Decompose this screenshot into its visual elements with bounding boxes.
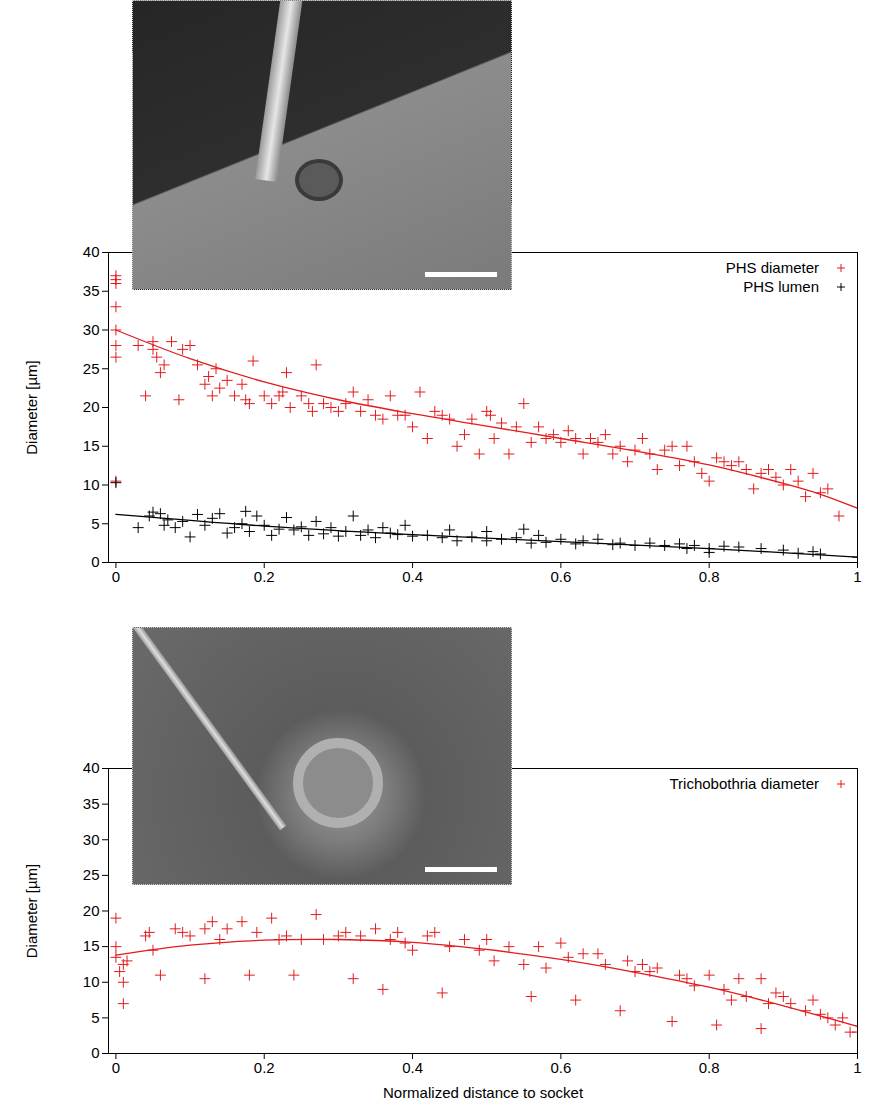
svg-text:0.4: 0.4 <box>402 568 423 585</box>
svg-text:15: 15 <box>83 937 100 954</box>
svg-text:5: 5 <box>91 1009 99 1026</box>
svg-text:0.6: 0.6 <box>550 1059 571 1076</box>
svg-text:40: 40 <box>83 759 100 776</box>
svg-text:0: 0 <box>112 568 120 585</box>
svg-text:0.8: 0.8 <box>699 568 720 585</box>
svg-text:Diameter [µm]: Diameter [µm] <box>23 360 40 455</box>
svg-text:10: 10 <box>83 476 100 493</box>
svg-text:0: 0 <box>91 553 99 570</box>
svg-text:0.6: 0.6 <box>550 568 571 585</box>
svg-text:PHS lumen: PHS lumen <box>743 278 819 295</box>
svg-text:10: 10 <box>83 973 100 990</box>
svg-text:30: 30 <box>83 831 100 848</box>
svg-text:0: 0 <box>112 1059 120 1076</box>
svg-text:0: 0 <box>91 1044 99 1061</box>
svg-text:PHS diameter: PHS diameter <box>726 259 819 276</box>
svg-text:0.2: 0.2 <box>254 1059 275 1076</box>
svg-text:35: 35 <box>83 282 100 299</box>
svg-text:Normalized distance to socket: Normalized distance to socket <box>383 1084 584 1101</box>
svg-text:Trichobothria diameter: Trichobothria diameter <box>669 775 819 792</box>
svg-text:30: 30 <box>83 321 100 338</box>
svg-text:25: 25 <box>83 866 100 883</box>
svg-text:1: 1 <box>853 1059 861 1076</box>
svg-text:40: 40 <box>83 243 100 260</box>
svg-text:1: 1 <box>853 568 861 585</box>
svg-text:15: 15 <box>83 437 100 454</box>
svg-text:5: 5 <box>91 515 99 532</box>
svg-text:20: 20 <box>83 398 100 415</box>
svg-text:20: 20 <box>83 902 100 919</box>
svg-text:35: 35 <box>83 795 100 812</box>
svg-text:0.2: 0.2 <box>254 568 275 585</box>
svg-text:Diameter [µm]: Diameter [µm] <box>23 864 40 959</box>
svg-text:0.8: 0.8 <box>699 1059 720 1076</box>
svg-text:0.4: 0.4 <box>402 1059 423 1076</box>
svg-text:25: 25 <box>83 360 100 377</box>
